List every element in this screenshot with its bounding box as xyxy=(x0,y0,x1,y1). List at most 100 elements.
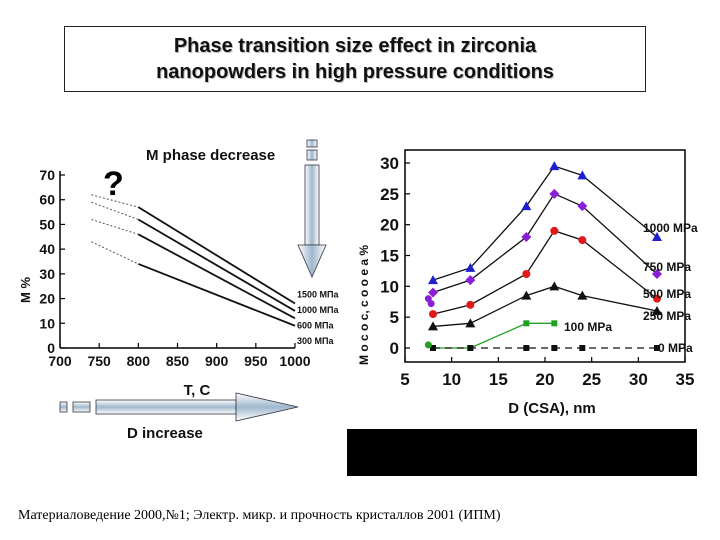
right-y-tick-label: 15 xyxy=(380,247,399,266)
right-point-marker xyxy=(652,232,662,241)
left-series-dashed-extension xyxy=(91,241,139,265)
left-x-tick-label: 750 xyxy=(87,353,111,369)
left-series-dashed-extension xyxy=(91,219,139,235)
right-point-marker xyxy=(549,188,560,199)
right-point-marker xyxy=(578,236,587,245)
right-y-tick-label: 30 xyxy=(380,154,399,173)
left-y-label: M % xyxy=(18,277,33,303)
right-series-label: 250 MPa xyxy=(643,309,691,323)
right-y-tick-label: 25 xyxy=(380,185,399,204)
left-x-tick-label: 700 xyxy=(48,353,72,369)
d-increase-label: D increase xyxy=(127,425,203,442)
left-x-tick-label: 900 xyxy=(205,353,229,369)
right-point-marker xyxy=(652,269,662,279)
right-point-marker xyxy=(577,290,588,300)
right-x-tick-label: 30 xyxy=(629,370,648,389)
right-point-marker xyxy=(521,290,532,300)
right-x-tick-label: 15 xyxy=(489,370,508,389)
right-point-marker xyxy=(523,345,530,351)
right-series-label: 750 MPa xyxy=(643,260,691,274)
right-series-line xyxy=(433,322,555,349)
right-y-label: M o c o c, c o o e a % xyxy=(357,245,371,365)
question-mark: ? xyxy=(103,165,124,203)
title-box: Phase transition size effect in zirconia… xyxy=(64,26,646,92)
left-series-label: 300 МПа xyxy=(297,336,334,346)
right-point-marker xyxy=(522,270,531,278)
right-point-marker xyxy=(523,320,530,327)
right-point-marker xyxy=(577,201,588,212)
left-series-line xyxy=(138,263,296,327)
right-series-line xyxy=(432,285,658,328)
left-x-tick-label: 1000 xyxy=(279,353,310,369)
right-point-marker xyxy=(653,294,661,303)
m-phase-decrease-label: M phase decrease xyxy=(146,147,275,164)
right-extra-point xyxy=(424,341,432,349)
left-series-line xyxy=(137,233,296,320)
title-line-1: Phase transition size effect in zirconia xyxy=(173,35,537,57)
right-point-marker xyxy=(579,345,586,351)
right-series-line xyxy=(432,193,658,294)
right-point-marker xyxy=(430,345,436,351)
right-point-marker xyxy=(428,275,438,285)
right-point-marker xyxy=(467,345,474,351)
left-x-tick-label: 850 xyxy=(166,353,190,369)
left-series-dashed-extension xyxy=(91,201,139,220)
right-series-label: 500 MPa xyxy=(643,287,691,301)
left-series-label: 1000 МПа xyxy=(297,305,339,315)
right-point-marker xyxy=(550,226,559,235)
right-x-tick-label: 25 xyxy=(582,370,601,389)
right-series-label: 0 MPa xyxy=(658,341,693,355)
right-arrow-icon xyxy=(59,392,299,422)
right-series-label: 100 MPa xyxy=(564,320,612,334)
left-y-tick-label: 10 xyxy=(39,315,55,331)
right-x-tick-label: 35 xyxy=(676,370,695,389)
right-plot-frame xyxy=(404,149,686,363)
down-arrow-icon xyxy=(297,139,327,278)
right-point-marker xyxy=(429,310,437,319)
left-series-label: 1500 МПа xyxy=(297,290,339,300)
left-y-tick-label: 40 xyxy=(39,241,55,257)
right-point-marker xyxy=(466,300,475,309)
right-point-marker xyxy=(551,320,558,327)
right-point-marker xyxy=(577,170,588,180)
left-x-label: T, C xyxy=(184,382,211,399)
right-x-tick-label: 10 xyxy=(442,370,461,389)
right-point-marker xyxy=(428,321,438,331)
footer-citation: Материаловедение 2000,№1; Электр. микр. … xyxy=(18,508,501,523)
right-point-marker xyxy=(521,201,532,211)
right-y-tick-label: 20 xyxy=(380,216,399,235)
left-y-tick-label: 0 xyxy=(47,340,55,356)
right-x-tick-label: 20 xyxy=(536,370,555,389)
right-extra-point xyxy=(427,300,435,308)
left-series-dashed-extension xyxy=(91,194,139,208)
left-x-tick-label: 800 xyxy=(127,353,151,369)
right-y-tick-label: 5 xyxy=(390,308,399,327)
title-line-2: nanopowders in high pressure conditions xyxy=(156,61,554,83)
right-series-line xyxy=(432,165,658,281)
left-series-line xyxy=(137,206,296,305)
right-point-marker xyxy=(549,161,560,171)
right-point-marker xyxy=(549,281,560,291)
right-point-marker xyxy=(652,306,662,315)
right-y-tick-label: 0 xyxy=(390,339,399,358)
right-series-line xyxy=(432,230,658,315)
right-point-marker xyxy=(465,275,476,286)
left-y-tick-label: 30 xyxy=(39,266,55,282)
black-redaction-box xyxy=(347,429,697,476)
right-point-marker xyxy=(654,345,660,351)
right-series-label: 1000 MPa xyxy=(643,221,698,235)
right-x-label: D (CSA), nm xyxy=(508,400,596,417)
left-y-tick-label: 20 xyxy=(39,291,55,307)
left-y-tick-label: 60 xyxy=(39,192,55,208)
right-x-tick-label: 5 xyxy=(400,370,409,389)
left-y-tick-label: 50 xyxy=(39,216,55,232)
right-point-marker xyxy=(465,318,476,328)
right-point-marker xyxy=(465,262,476,272)
left-y-tick-label: 70 xyxy=(39,167,55,183)
right-y-tick-label: 10 xyxy=(380,277,399,296)
left-x-tick-label: 950 xyxy=(244,353,268,369)
left-series-label: 600 МПа xyxy=(297,320,334,330)
right-point-marker xyxy=(521,232,532,242)
